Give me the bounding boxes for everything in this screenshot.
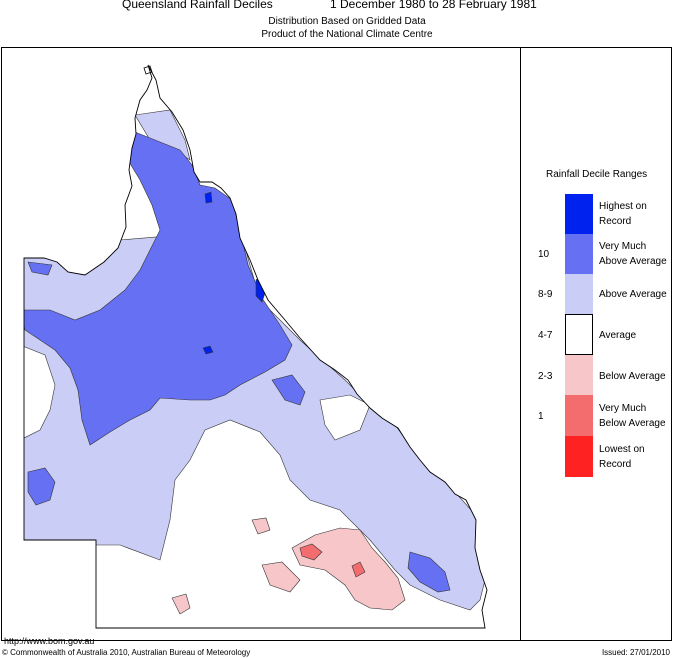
very-much-below-patch-1 <box>299 543 323 561</box>
very-much-above-patch-cape <box>27 261 53 276</box>
legend-swatch-below <box>565 355 593 396</box>
legend-label-average: Average <box>599 330 637 341</box>
island-outline <box>143 65 153 75</box>
legend-title: Rainfall Decile Ranges <box>546 169 648 180</box>
below-average-patch-west <box>171 593 191 615</box>
map-period: 1 December 1980 to 28 February 1981 <box>330 0 537 11</box>
queensland-decile-map <box>23 64 488 629</box>
very-much-below-patch-2 <box>351 561 366 578</box>
legend-swatch-very-much-below <box>565 395 593 436</box>
legend-swatch-average <box>565 314 593 355</box>
below-average-patch-north <box>251 517 271 535</box>
map-subtitle-2: Product of the National Climate Centre <box>261 29 433 40</box>
legend-range-average: 4-7 <box>538 330 553 341</box>
below-average-patch-central <box>291 527 406 611</box>
highest-on-record-patch-inland <box>202 345 214 355</box>
legend-label-highest: Highest on Record <box>599 201 647 227</box>
legend-label-below: Below Average <box>599 371 666 382</box>
legend-range-below: 2-3 <box>538 371 553 382</box>
state-outline <box>23 64 488 629</box>
legend-label-very-much-below: Very Much Below Average <box>599 403 666 429</box>
legend-swatch-above <box>565 274 593 315</box>
map-subtitle-1: Distribution Based on Gridded Data <box>268 16 426 27</box>
legend-label-lowest: Lowest on Record <box>599 444 645 470</box>
legend-swatch-highest <box>565 194 593 235</box>
map-frame <box>1 47 672 641</box>
legend-label-very-much-above: Very Much Above Average <box>599 241 667 267</box>
very-much-above-patch-coast <box>271 374 306 406</box>
average-patch-west <box>24 344 56 441</box>
title-bar: Queensland Rainfall Deciles 1 December 1… <box>0 0 674 12</box>
legend-swatch-very-much-above <box>565 234 593 275</box>
map-title: Queensland Rainfall Deciles <box>122 0 273 11</box>
legend-range-above: 8-9 <box>538 289 553 300</box>
legend-divider <box>520 47 521 641</box>
legend-range-very-much-below: 1 <box>538 411 544 422</box>
legend-range-very-much-above: 10 <box>538 249 550 260</box>
highest-on-record-patch-north <box>204 191 213 204</box>
below-average-patch-south <box>261 561 301 593</box>
copyright-notice: © Commonwealth of Australia 2010, Austra… <box>2 648 251 657</box>
legend-swatch-lowest <box>565 436 593 477</box>
average-patch-coast <box>319 394 371 441</box>
very-much-above-patch-west <box>27 467 56 506</box>
source-link[interactable]: http://www.bom.gov.au <box>4 636 95 646</box>
issued-date: Issued: 27/01/2010 <box>601 648 670 657</box>
very-much-above-patch-lower-right <box>407 551 451 593</box>
legend-label-above: Above Average <box>599 289 667 300</box>
